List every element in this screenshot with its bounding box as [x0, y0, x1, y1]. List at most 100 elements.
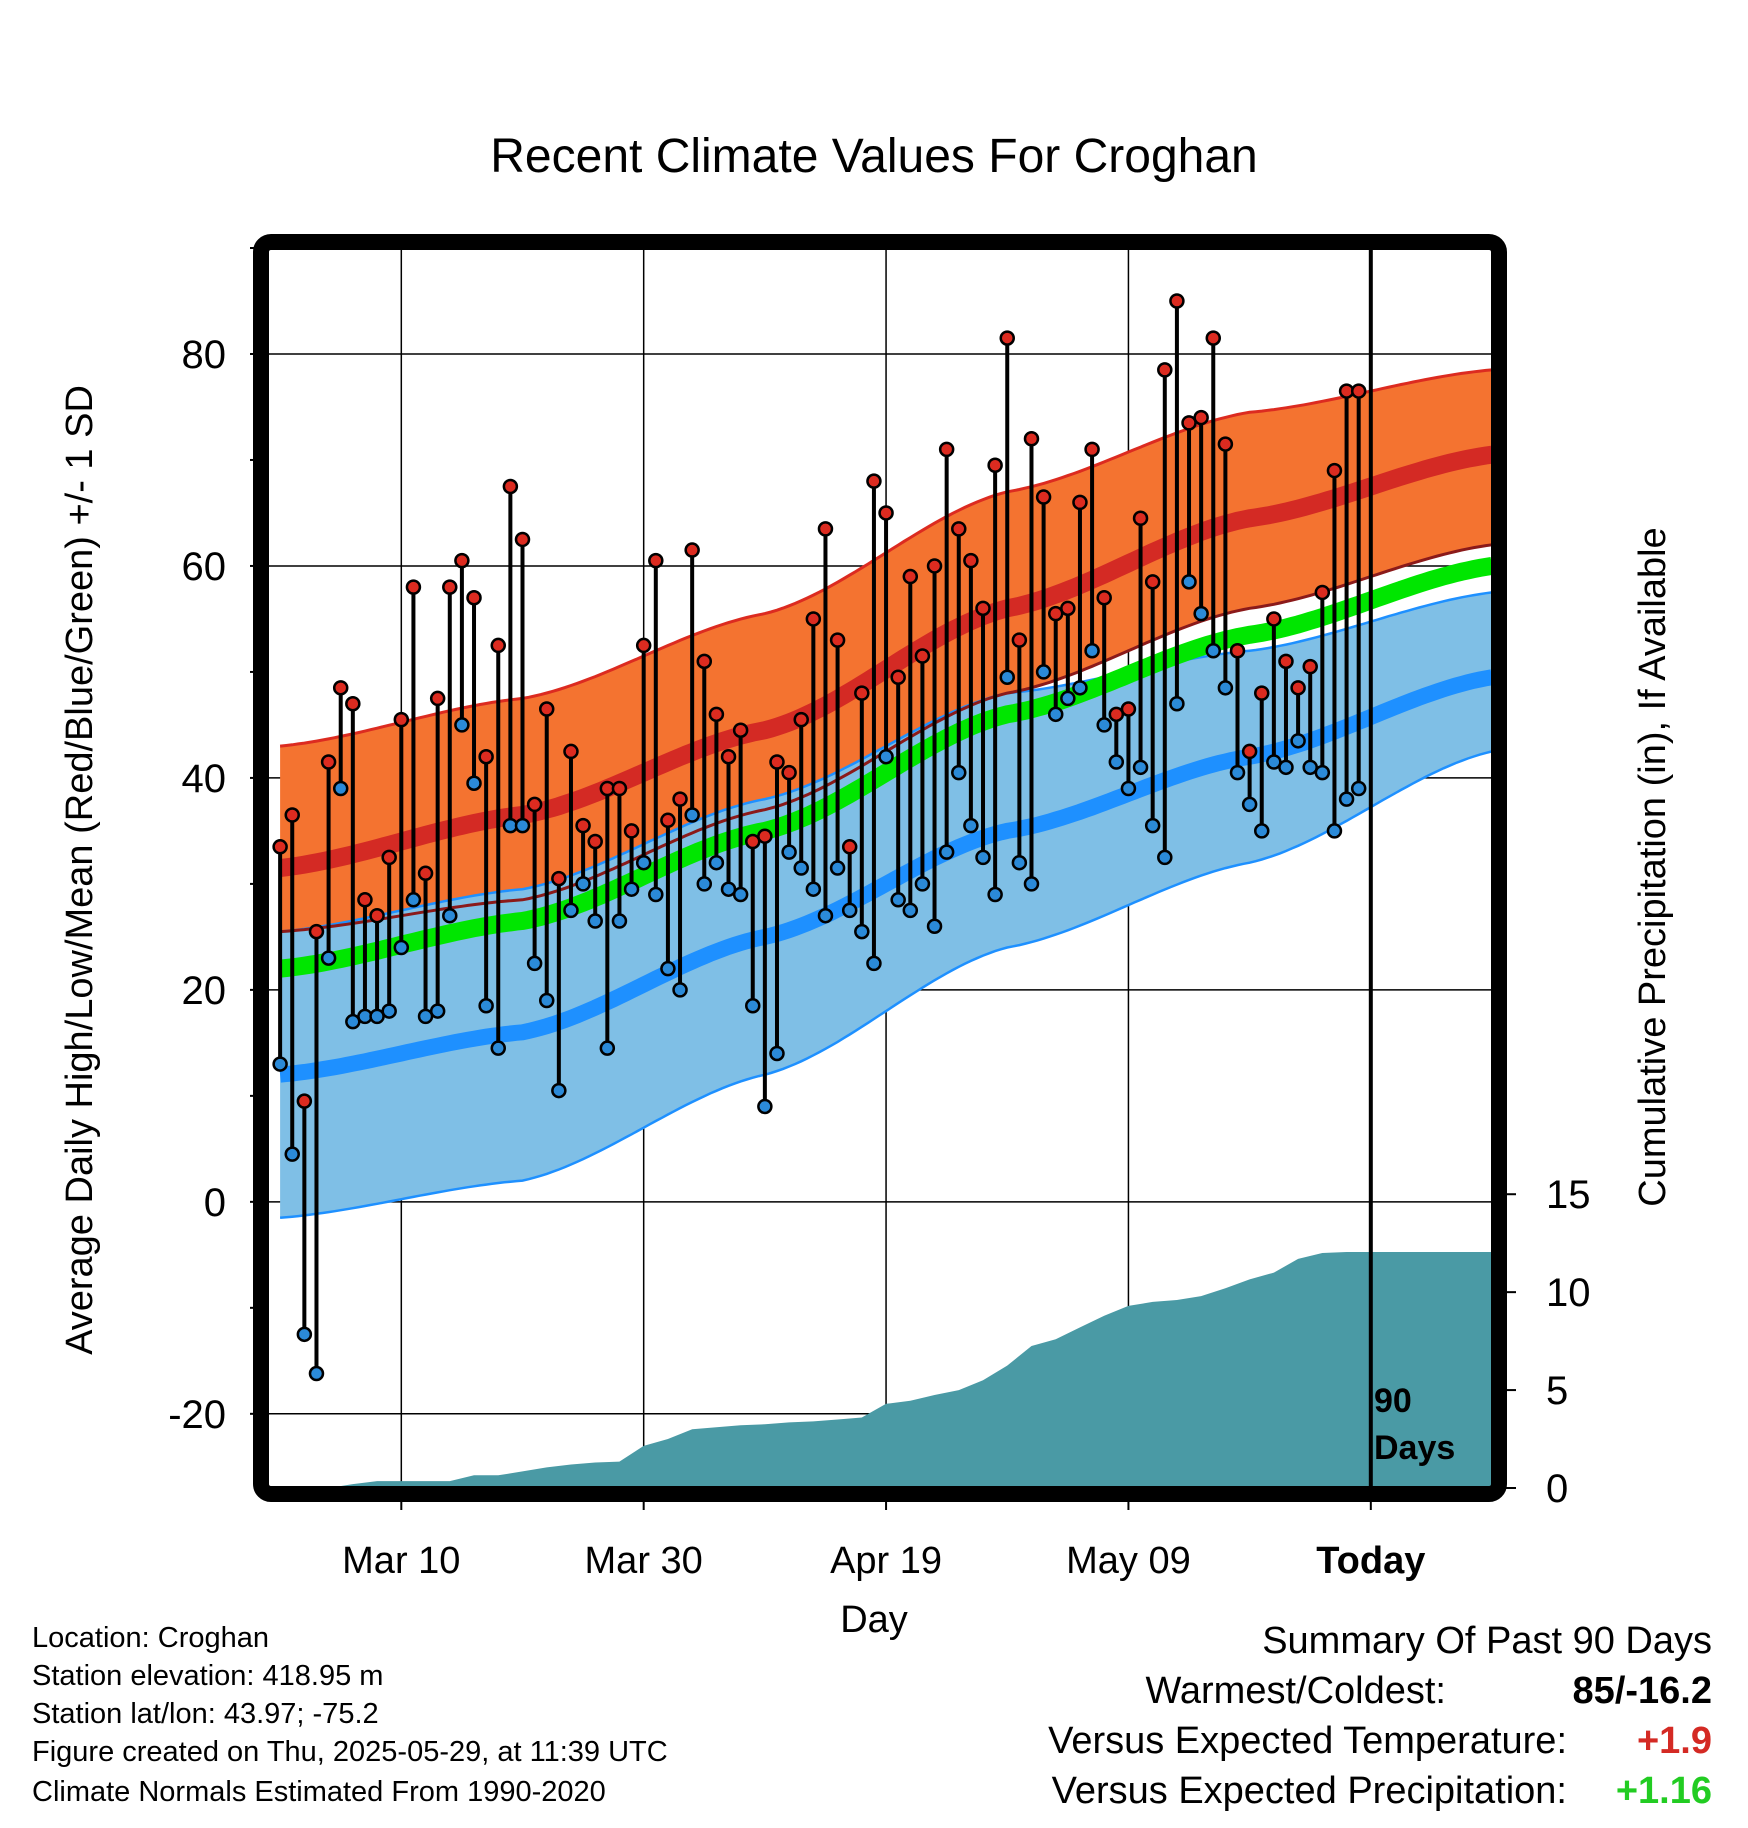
low-point [660, 960, 676, 977]
high-point [684, 542, 700, 558]
high-point [938, 441, 955, 458]
low-point [551, 1082, 567, 1099]
low-point [987, 886, 1003, 903]
y2-tick-label: 0 [1546, 1467, 1568, 1511]
high-point [417, 865, 434, 882]
high-point [320, 754, 337, 770]
high-point [793, 711, 809, 728]
low-point [975, 849, 991, 866]
high-point [1072, 494, 1088, 511]
high-point [1229, 642, 1246, 659]
low-sd-band [280, 592, 1493, 1218]
low-point [393, 939, 410, 956]
plot-border [253, 234, 1507, 1502]
high-point [514, 531, 531, 548]
precipitation-area [280, 1252, 1493, 1488]
high-point [502, 478, 519, 495]
today-days-label-line2: Days [1374, 1429, 1455, 1467]
y-tick-label: 40 [182, 757, 227, 801]
high-point [635, 637, 652, 654]
high-point [551, 870, 567, 887]
high-point [308, 923, 325, 940]
high-point [854, 685, 870, 701]
high-point [660, 812, 676, 829]
high-point [999, 330, 1015, 346]
high-point [345, 695, 361, 712]
low-point [745, 998, 761, 1014]
high-point [1278, 653, 1294, 670]
low-point [599, 1040, 616, 1056]
high-point [914, 648, 931, 664]
low-point [1072, 680, 1088, 696]
low-point [1229, 764, 1246, 781]
low-point [538, 992, 555, 1009]
high-point [1266, 611, 1282, 627]
high-point [975, 600, 991, 617]
low-point [878, 748, 894, 765]
x-axis-label: Day [840, 1599, 908, 1641]
high-point [1011, 632, 1028, 648]
low-point [381, 1003, 397, 1019]
low-point [526, 955, 543, 972]
low-point [405, 892, 422, 908]
normals-period-text: Climate Normals Estimated From 1990-2020 [32, 1776, 606, 1808]
high-point [805, 611, 822, 627]
low-point [514, 817, 531, 834]
elevation-text: Station elevation: 418.95 m [32, 1660, 384, 1692]
low-point [1060, 690, 1076, 707]
high-point [648, 552, 664, 569]
high-point [963, 552, 979, 569]
high-point [369, 907, 385, 924]
low-point [272, 1056, 288, 1072]
high-point [708, 706, 725, 723]
high-point [1132, 510, 1149, 527]
low-point [490, 1040, 507, 1056]
low-point [320, 950, 337, 966]
high-point [490, 637, 507, 654]
low-point [1350, 780, 1367, 797]
y2-tick-label: 15 [1546, 1173, 1591, 1217]
x-tick-label: Mar 30 [585, 1540, 703, 1582]
high-point [272, 839, 288, 855]
low-point [672, 982, 688, 998]
high-point [1023, 431, 1040, 447]
high-point [1060, 600, 1076, 617]
high-point [1314, 584, 1331, 601]
high-point [866, 473, 882, 489]
low-point [817, 907, 834, 924]
low-point [757, 1098, 773, 1115]
high-point [696, 653, 713, 670]
low-point [926, 918, 943, 935]
low-point [296, 1326, 313, 1343]
low-point [963, 817, 979, 834]
x-tick-label: Apr 19 [830, 1540, 942, 1582]
high-point [1350, 383, 1367, 399]
warm-cold-label: Warmest/Coldest: [1145, 1670, 1446, 1712]
low-point [829, 860, 846, 876]
high-point [429, 690, 446, 707]
today-days-label-line1: 90 [1374, 1382, 1412, 1420]
low-point [1047, 706, 1064, 723]
low-point [1338, 791, 1355, 807]
low-point [1023, 876, 1040, 892]
high-point [878, 505, 894, 521]
y-tick-label: -20 [168, 1393, 226, 1437]
low-point [648, 886, 664, 903]
high-point [381, 849, 397, 866]
high-point [478, 748, 494, 765]
low-point [623, 881, 640, 897]
low-sd-lower-line [279, 750, 1493, 1219]
summary-title: Summary Of Past 90 Days [1262, 1620, 1712, 1662]
x-tick-label: Mar 10 [342, 1540, 460, 1582]
high-point [442, 579, 458, 595]
high-point [1096, 589, 1112, 606]
high-point [926, 558, 943, 574]
low-point [429, 1003, 446, 1019]
low-point [1157, 849, 1173, 866]
high-point [1205, 330, 1222, 346]
temp-vs-expected-label: Versus Expected Temperature: [1048, 1720, 1567, 1762]
high-point [1193, 409, 1209, 426]
low-point [1132, 759, 1149, 776]
low-point [708, 854, 725, 871]
